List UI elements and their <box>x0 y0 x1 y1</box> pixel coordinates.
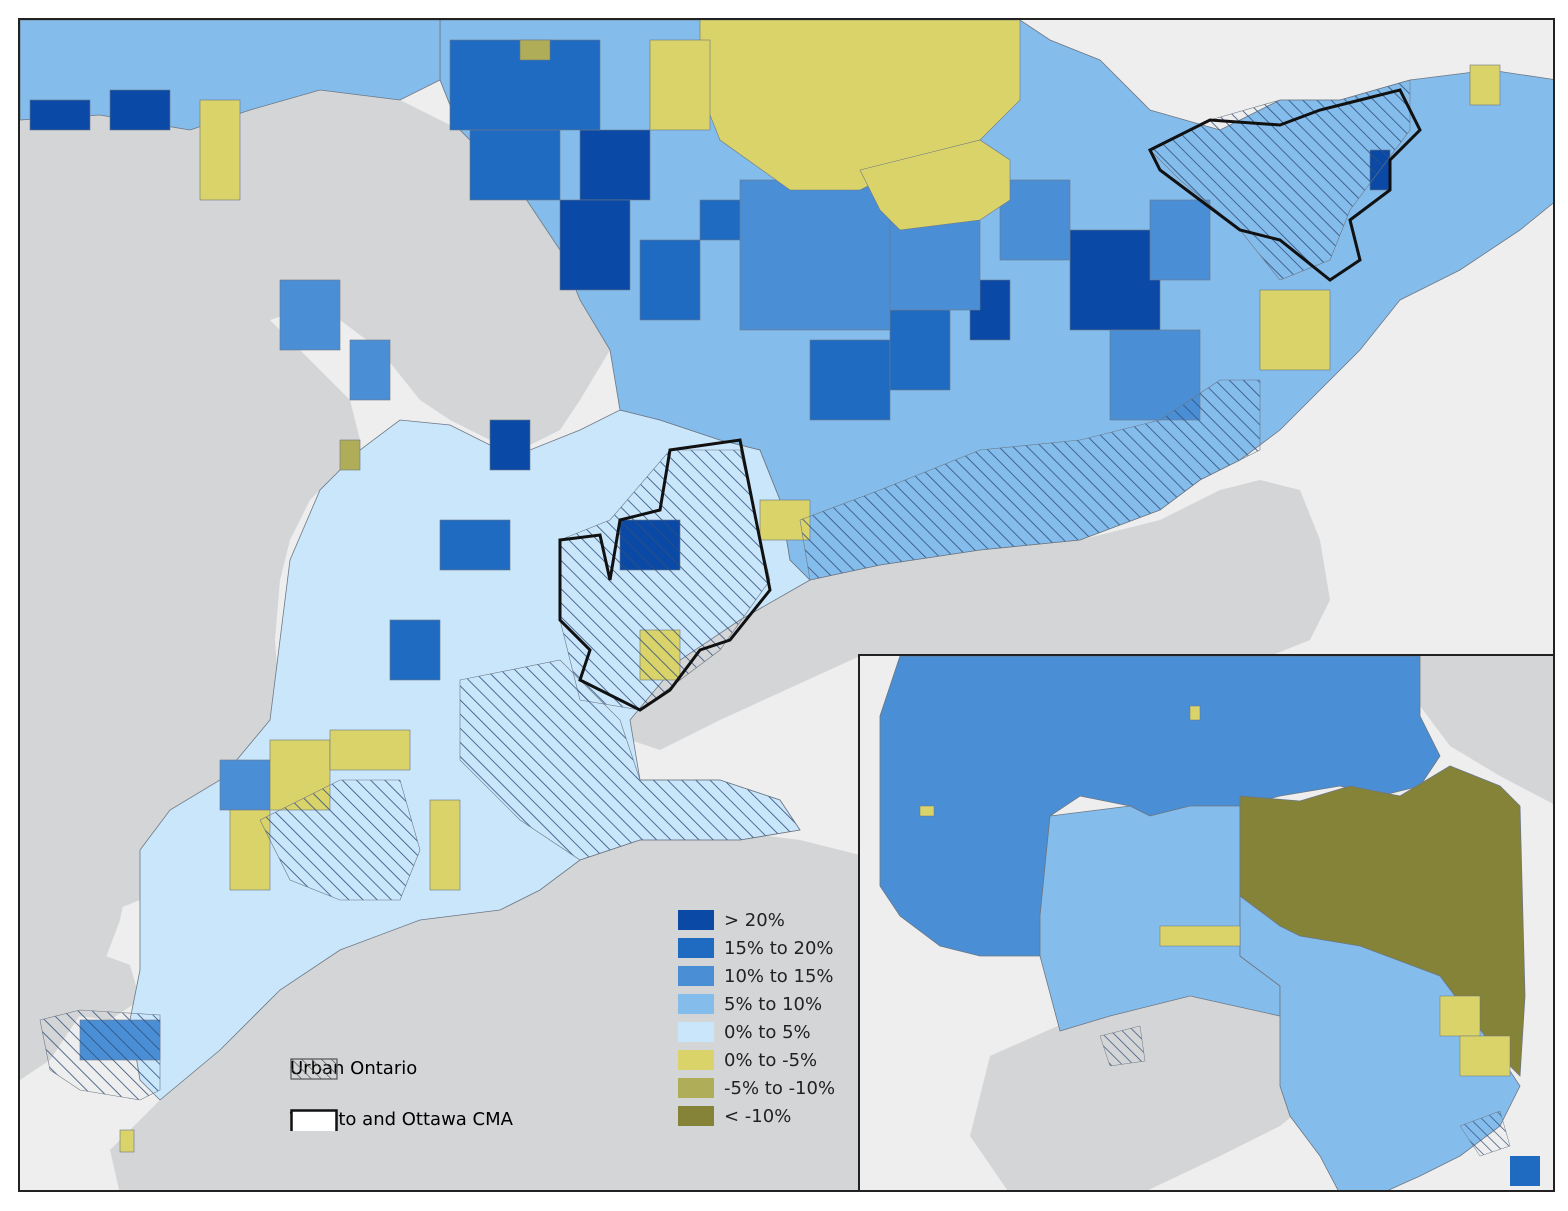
legend-label: 0% to 5% <box>724 1021 811 1043</box>
legend-swatch <box>678 938 714 958</box>
inset-dark-patch <box>1510 1156 1540 1186</box>
legend-item-15-20: 15% to 20% <box>678 937 834 959</box>
southern-ontario-map <box>20 20 1553 1190</box>
legend-label: 15% to 20% <box>724 937 834 959</box>
legend-swatch <box>678 910 714 930</box>
lake-ontario <box>620 480 1330 750</box>
legend-item-0-neg5: 0% to -5% <box>678 1049 817 1071</box>
northern-ontario-inset-map <box>858 654 1555 1192</box>
legend-cma: Toronto and Ottawa CMA <box>290 1109 513 1131</box>
ottawa-cma-outline <box>1147 88 1422 282</box>
inset-lake-superior <box>970 996 1340 1190</box>
map-legend: > 20% 15% to 20% 10% to 15% 5% to 10% 0%… <box>678 909 878 1145</box>
legend-cma-label: Toronto and Ottawa CMA <box>290 1109 513 1130</box>
legend-swatch <box>678 994 714 1014</box>
lake-michigan-edge <box>20 560 140 1080</box>
legend-item-0-5: 0% to 5% <box>678 1021 811 1043</box>
legend-swatch <box>678 1050 714 1070</box>
legend-swatch <box>678 1106 714 1126</box>
lake-st-clair <box>50 950 140 1020</box>
legend-label: -5% to -10% <box>724 1077 836 1099</box>
legend-item-5-10: 5% to 10% <box>678 993 822 1015</box>
legend-label: < -10% <box>724 1105 792 1127</box>
inset-central-east-region <box>1239 895 1521 1190</box>
toronto-cma-outline <box>558 438 772 712</box>
inset-map-svg <box>860 656 1553 1190</box>
legend-item-lt-neg10: < -10% <box>678 1105 791 1127</box>
hatch-swatch-icon <box>290 1058 338 1080</box>
legend-item-gt-20: > 20% <box>678 909 785 931</box>
inset-urban-hatched <box>1099 1025 1511 1157</box>
legend-label: > 20% <box>724 909 785 931</box>
legend-urban-ontario: Urban Ontario <box>290 1058 417 1080</box>
inset-yellow-patches <box>919 705 1511 1077</box>
lake-huron <box>20 90 610 920</box>
legend-label: 10% to 15% <box>724 965 834 987</box>
class-gt-20-regions <box>29 89 1391 571</box>
inset-hudson-bay <box>1420 656 1553 804</box>
legend-label: 0% to -5% <box>724 1049 818 1071</box>
legend-swatch <box>678 1078 714 1098</box>
legend-item-10-15: 10% to 15% <box>678 965 834 987</box>
lake-erie <box>110 830 860 1190</box>
legend-label: 5% to 10% <box>724 993 823 1015</box>
legend-swatch <box>678 1022 714 1042</box>
legend-swatch <box>678 966 714 986</box>
cma-outline-swatch-icon <box>290 1109 338 1131</box>
main-map: > 20% 15% to 20% 10% to 15% 5% to 10% 0%… <box>18 18 1555 1192</box>
legend-item-neg5-neg10: -5% to -10% <box>678 1077 835 1099</box>
class-15-20-regions <box>389 39 951 681</box>
class-neg5-to-neg10-regions <box>339 39 551 471</box>
